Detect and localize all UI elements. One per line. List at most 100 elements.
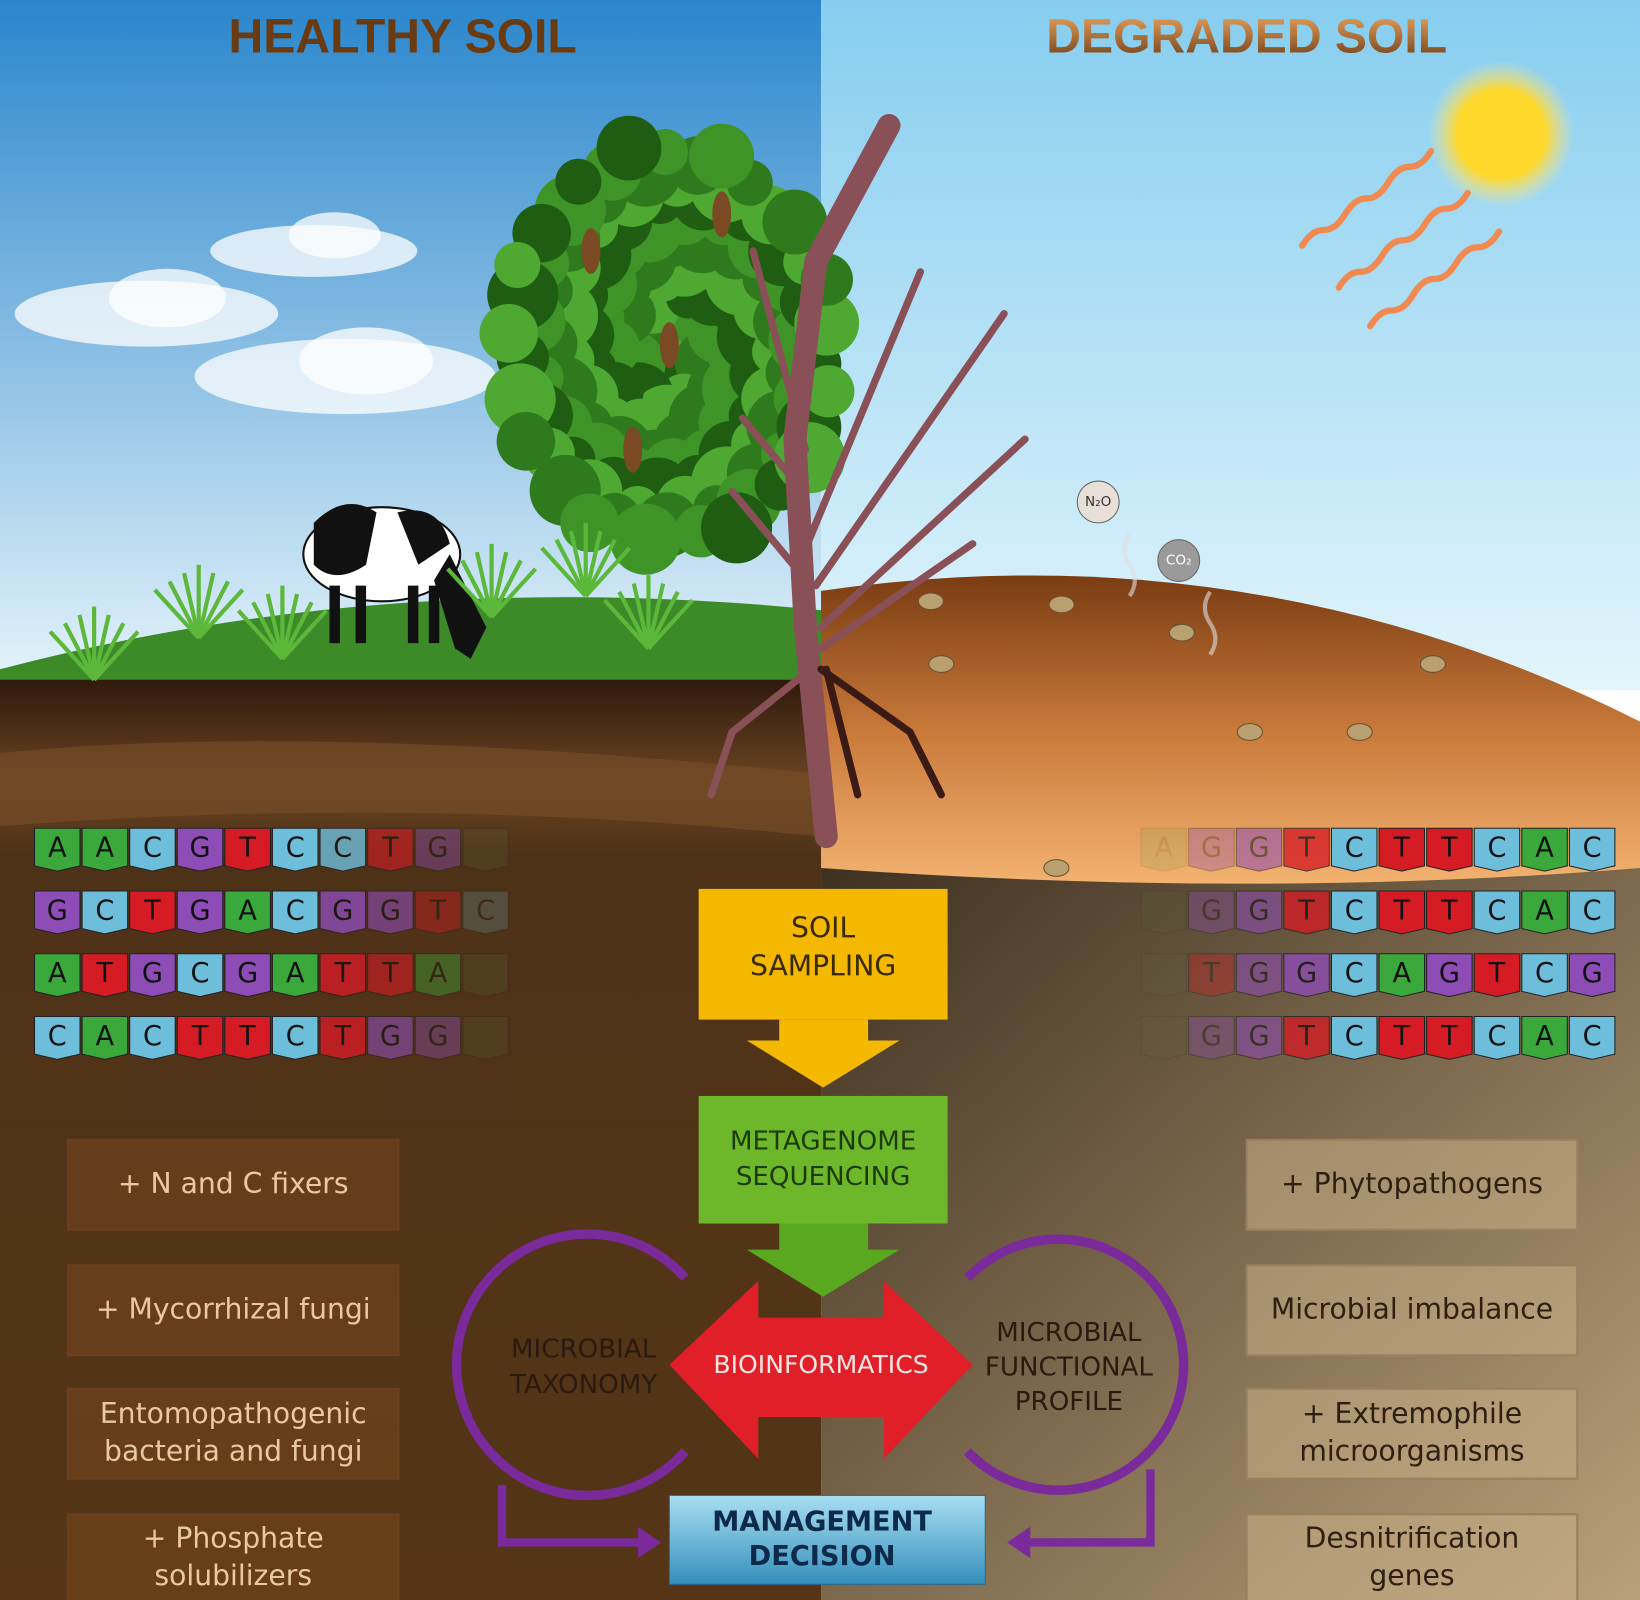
dna-letter: T [333,958,351,989]
dna-letter: G [1248,1021,1269,1052]
dna-tile: T [415,891,460,934]
dna-tile-shape [463,828,508,871]
dna-tile: A [1379,954,1424,997]
dna-letter: T [1440,833,1458,864]
trait-text: genes [1369,1559,1454,1592]
dna-tile: C [272,1016,317,1059]
dna-letter: C [1345,1021,1364,1052]
sun [1428,61,1574,207]
dna-letter: T [238,1021,256,1052]
dna-letter: C [333,833,352,864]
dna-letter: C [1345,895,1364,926]
dna-tile: T [177,1016,222,1059]
degraded-title: DEGRADED SOIL [1046,9,1447,63]
dna-letter: A [48,833,67,864]
dna-tile: A [272,954,317,997]
dna-tile: A [82,1016,127,1059]
dna-tile: C [1474,891,1519,934]
dna-letter: T [1392,833,1410,864]
dna-letter: G [380,895,401,926]
dna-tile: T [82,954,127,997]
trait-text: solubilizers [154,1559,312,1592]
pebble [929,656,954,673]
dna-tile: T [320,1016,365,1059]
dna-letter: C [286,895,305,926]
dna-tile [1141,954,1186,997]
dna-tile: A [1522,1016,1567,1059]
dna-letter: A [96,833,115,864]
dna-letter: G [1248,895,1269,926]
dna-letter: G [1439,958,1460,989]
dna-letter: G [47,895,68,926]
dna-letter: T [143,895,161,926]
dna-letter: A [429,958,448,989]
dna-letter: T [1297,1021,1315,1052]
dna-letter: G [189,833,210,864]
dna-letter: C [1583,1021,1602,1052]
dna-tile: C [1331,1016,1376,1059]
dna-tile [1141,891,1186,934]
dna-tile: C [1331,891,1376,934]
trait-text: Entomopathogenic [100,1397,367,1430]
trait-text: Microbial imbalance [1271,1292,1553,1325]
dna-tile [463,954,508,997]
seed-pod [582,228,601,274]
workflow-text: PROFILE [1015,1387,1123,1417]
cow-leg [356,586,366,644]
dna-tile: C [272,891,317,934]
dna-tile: T [130,891,175,934]
trait-text: + Mycorrhizal fungi [96,1292,371,1325]
dna-letter: C [476,895,495,926]
dna-letter: T [381,833,399,864]
dna-letter: C [1345,958,1364,989]
dna-tile: A [225,891,270,934]
dna-tile-shape [1141,1016,1186,1059]
dna-tile: G [1236,828,1281,871]
dna-tile: C [1474,1016,1519,1059]
dna-tile: G [1189,891,1234,934]
seed-pod [712,191,731,237]
cloud [289,212,381,258]
dna-letter: C [1583,833,1602,864]
dna-tile [463,828,508,871]
dna-letter: A [1392,958,1411,989]
dna-letter: G [142,958,163,989]
dna-tile: G [225,954,270,997]
dna-tile: G [1236,954,1281,997]
dna-tile: T [320,954,365,997]
dna-letter: C [95,895,114,926]
workflow-text: MICROBIAL [511,1335,657,1365]
dna-letter: T [1440,895,1458,926]
pebble [1347,724,1372,741]
dna-letter: T [429,895,447,926]
dna-tile: C [1331,828,1376,871]
tree-foliage [555,159,601,205]
cloud [109,269,226,328]
dna-tile: G [177,828,222,871]
dna-tile: C [1331,954,1376,997]
dna-letter: C [1487,833,1506,864]
dna-letter: T [96,958,114,989]
dna-letter: G [1248,833,1269,864]
dna-tile: C [463,891,508,934]
trait-text: bacteria and fungi [104,1435,362,1468]
dna-tile: C [177,954,222,997]
dna-letter: G [189,895,210,926]
seed-pod [623,427,642,473]
dna-tile: T [1474,954,1519,997]
gas-label: N₂O [1085,494,1111,510]
dna-letter: C [48,1021,67,1052]
dna-tile: T [1284,828,1329,871]
dna-tile: A [1522,828,1567,871]
trait-text: microorganisms [1299,1435,1524,1468]
dna-letter: C [286,833,305,864]
workflow-text: SEQUENCING [736,1162,911,1192]
dna-letter: T [1392,895,1410,926]
workflow-text: DECISION [749,1541,896,1572]
tree-foliage [560,493,619,552]
workflow-text: MICROBIAL [996,1318,1142,1348]
dna-letter: T [238,833,256,864]
trait-text: + Phytopathogens [1281,1167,1543,1200]
dna-tile: A [82,828,127,871]
dna-tile: T [1427,891,1472,934]
